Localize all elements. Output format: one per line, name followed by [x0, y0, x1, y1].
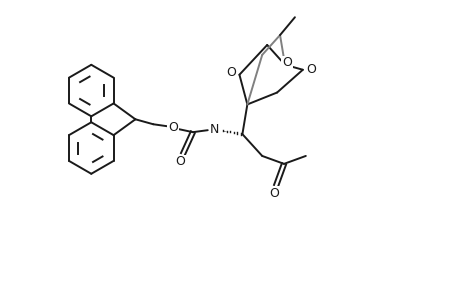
Text: O: O: [305, 63, 315, 76]
Text: O: O: [281, 56, 291, 69]
Text: O: O: [175, 155, 185, 168]
Text: O: O: [226, 66, 236, 79]
Text: N: N: [209, 123, 219, 136]
Text: O: O: [168, 121, 178, 134]
Text: O: O: [269, 187, 279, 200]
Text: ..: ..: [222, 125, 227, 134]
